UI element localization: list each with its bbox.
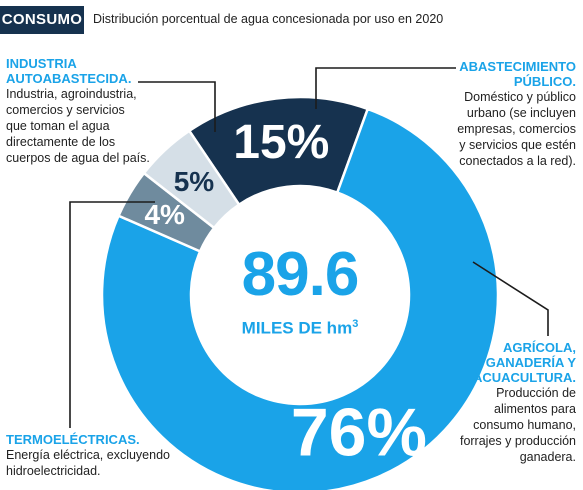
- chart-title: Distribución porcentual de agua concesio…: [93, 12, 444, 26]
- annotation-desc: hidroelectricidad.: [6, 464, 101, 478]
- annotation-title: ACUACULTURA.: [472, 370, 576, 385]
- annotation-desc: urbano (se incluyen: [466, 106, 576, 120]
- annotation-title: PÚBLICO.: [513, 74, 576, 89]
- total-value: 89.6: [241, 240, 360, 309]
- leader-industria: [138, 81, 216, 132]
- total-unit: MILES DE hm3: [241, 318, 359, 338]
- annotation-desc: comercios y servicios: [6, 103, 125, 117]
- slice-label-1: 15%: [233, 116, 329, 169]
- annotation-desc: empresas, comercios: [457, 122, 576, 136]
- annotation-title: ABASTECIMIENTO: [459, 59, 576, 74]
- annotation-desc: Doméstico y público: [464, 90, 576, 104]
- annotation-desc: directamente de los: [6, 135, 116, 149]
- slice-4: [142, 129, 241, 230]
- slice-label-4: 5%: [174, 166, 215, 197]
- annotation-desc: cuerpos de agua del país.: [6, 151, 150, 165]
- annotation-desc: que toman el agua: [6, 119, 110, 133]
- annotation-title: GANADERÍA Y: [485, 355, 576, 370]
- annotation-title: TERMOELÉCTRICAS.: [6, 432, 140, 447]
- leader-agricola: [472, 261, 549, 336]
- annotation-title: INDUSTRIA: [6, 56, 77, 71]
- slice-label-2: 76%: [291, 394, 427, 470]
- annotation-desc: conectados a la red).: [459, 154, 576, 168]
- slice-2: [100, 107, 500, 490]
- annotation-title: AGRÍCOLA,: [503, 340, 576, 355]
- annotation-abastecimiento: ABASTECIMIENTO PÚBLICO. Doméstico y públ…: [400, 59, 576, 169]
- annotation-desc: Producción de: [496, 386, 576, 400]
- annotation-desc: consumo humano,: [473, 418, 576, 432]
- annotation-desc: forrajes y producción: [459, 434, 576, 448]
- header-badge: CONSUMO: [0, 6, 84, 34]
- annotation-industria: INDUSTRIA AUTOABASTECIDA. Industria, agr…: [6, 56, 216, 166]
- annotation-desc: ganadera.: [519, 450, 576, 464]
- annotation-desc: Industria, agroindustria,: [6, 87, 137, 101]
- annotation-desc: Energía eléctrica, excluyendo: [6, 448, 170, 462]
- leader-abastecimiento: [315, 67, 456, 109]
- annotation-termo: TERMOELÉCTRICAS. Energía eléctrica, excl…: [6, 432, 236, 479]
- leader-termo: [69, 201, 155, 428]
- annotation-desc: alimentos para: [494, 402, 576, 416]
- slice-label-3: 4%: [144, 199, 185, 230]
- annotation-desc: y servicios que estén: [459, 138, 576, 152]
- annotation-title: AUTOABASTECIDA.: [6, 71, 132, 86]
- annotation-agricola: AGRÍCOLA, GANADERÍA Y ACUACULTURA. Produ…: [440, 340, 576, 465]
